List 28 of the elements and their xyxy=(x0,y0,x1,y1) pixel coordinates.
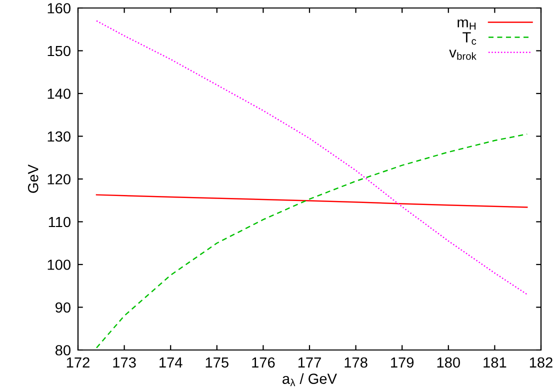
x-tick-label: 182 xyxy=(530,357,552,368)
y-tick-label: 80 xyxy=(55,345,70,356)
y-tick-label: 100 xyxy=(48,260,70,270)
y-tick-label: 110 xyxy=(48,216,70,228)
x-tick-label: 178 xyxy=(344,357,368,368)
line-series xyxy=(96,133,528,348)
y-tick-label: 140 xyxy=(48,88,70,99)
line-series xyxy=(96,20,528,296)
y-tick-label: 150 xyxy=(48,46,70,56)
y-axis-title: GeV xyxy=(28,164,38,193)
line-series xyxy=(96,194,528,208)
y-tick-label: 160 xyxy=(48,3,70,14)
x-tick-label: 181 xyxy=(484,357,506,368)
legend-label: v$_{brok}$ xyxy=(449,50,476,60)
x-tick-label: 179 xyxy=(391,357,414,368)
x-tick-label: 176 xyxy=(252,357,275,368)
legend-label: m$_{H}$ xyxy=(458,19,476,30)
x-tick-label: 177 xyxy=(298,357,321,368)
x-tick-label: 174 xyxy=(160,357,182,368)
y-tick-label: 90 xyxy=(56,302,70,313)
legend-label: T$_{c}$ xyxy=(462,32,476,45)
x-tick-label: 180 xyxy=(437,357,460,368)
x-tick-label: 175 xyxy=(206,357,228,368)
y-tick-label: 130 xyxy=(48,131,70,142)
x-tick-label: 173 xyxy=(113,357,136,368)
y-tick-label: 120 xyxy=(48,174,70,184)
x-tick-label: 172 xyxy=(66,357,90,368)
x-axis-title: a$_{λ}$ / GeV xyxy=(282,373,337,386)
